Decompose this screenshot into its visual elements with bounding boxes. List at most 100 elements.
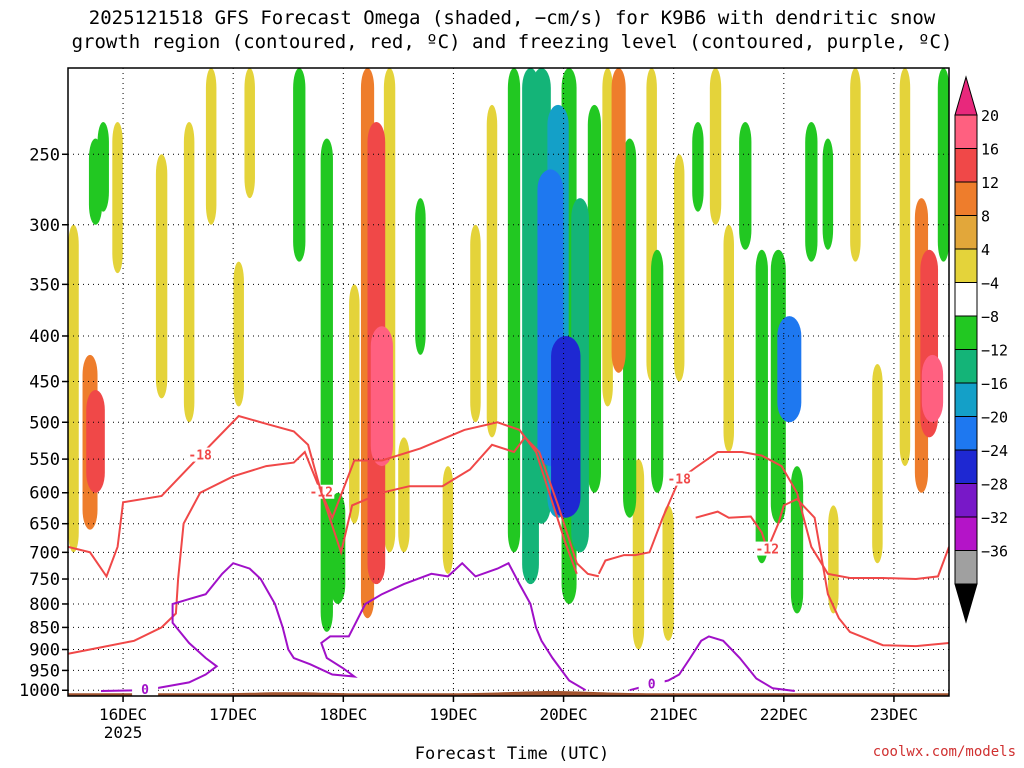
omega-cell [398, 437, 410, 553]
contour-label-bg [132, 682, 159, 696]
omega-cell [673, 154, 685, 382]
y-tick-label: 900 [29, 641, 60, 661]
x-tick-sublabel: 2025 [104, 723, 143, 742]
omega-cell [739, 122, 752, 250]
omega-cell [822, 138, 834, 250]
contour-label-bg [187, 447, 214, 462]
contour-label: -18 [667, 473, 691, 488]
omega-cell [86, 390, 105, 493]
omega-cell [349, 284, 360, 524]
y-tick-label: 300 [29, 216, 60, 236]
omega-cell [383, 68, 396, 553]
omega-cell [777, 316, 802, 423]
omega-cell [183, 122, 195, 423]
contour-line [597, 451, 949, 581]
omega-cell [899, 68, 911, 467]
colorbar-label: 12 [981, 174, 999, 192]
omega-cell [233, 261, 244, 407]
y-tick-label: 500 [29, 413, 60, 433]
colorbar-bottom-arrow [954, 583, 978, 624]
y-tick-label: 650 [29, 515, 60, 535]
x-tick-label: 19DEC [429, 705, 477, 724]
omega-cell [486, 104, 498, 438]
omega-cell [755, 249, 768, 564]
omega-cell [805, 122, 818, 262]
omega-cell [921, 354, 944, 423]
x-tick-label: 23DEC [870, 705, 918, 724]
colorbar-label: 8 [981, 208, 990, 226]
colorbar-swatch [954, 215, 978, 250]
contour-label: -18 [188, 449, 212, 464]
chart-title-line1: 2025121518 GFS Forecast Omega (shaded, −… [88, 7, 936, 29]
omega-cell [611, 68, 626, 373]
colorbar-swatch [954, 550, 978, 585]
omega-cell [937, 68, 949, 262]
x-tick-label: 16DEC [99, 705, 147, 724]
omega-cell [293, 68, 306, 262]
omega-cell [507, 68, 521, 553]
colorbar-swatch [954, 148, 978, 183]
y-tick-label: 850 [29, 618, 60, 638]
colorbar-swatch [954, 349, 978, 384]
omega-cell [68, 224, 79, 553]
watermark: coolwx.com/models [872, 744, 1016, 760]
omega-cell [692, 122, 704, 212]
colorbar-label: −12 [981, 342, 1008, 360]
colorbar-label: −24 [981, 442, 1008, 460]
colorbar-swatch [954, 315, 978, 350]
omega-shading [68, 68, 949, 650]
x-tick-label: 18DEC [319, 705, 367, 724]
omega-cell [370, 326, 393, 467]
colorbar-label: −16 [981, 375, 1008, 393]
omega-cell [662, 505, 674, 641]
colorbar-label: 16 [981, 141, 999, 159]
omega-cell [872, 363, 883, 564]
colorbar-swatch [954, 516, 978, 551]
omega-cell [244, 68, 255, 199]
omega-cell [623, 138, 637, 518]
contour-label-bg [666, 471, 693, 486]
colorbar: 20 16 12 8 4 −4 −8 −12 −16 −20 −24 −28 −32 −36 [954, 75, 1008, 624]
y-tick-label: 800 [29, 595, 60, 615]
omega-cell [155, 154, 168, 399]
colorbar-label: −28 [981, 476, 1008, 494]
contour-label: 0 [141, 683, 149, 698]
y-tick-label: 950 [29, 661, 60, 681]
contour-label-bg [638, 676, 665, 691]
colorbar-swatch [954, 248, 978, 283]
contour-line [629, 635, 795, 692]
omega-cell [470, 224, 481, 423]
contour-label-bg [754, 541, 781, 556]
y-tick-label: 700 [29, 543, 60, 563]
colorbar-label: −20 [981, 409, 1008, 427]
omega-cell [330, 492, 346, 604]
y-tick-label: 350 [29, 275, 60, 295]
omega-cell [551, 335, 581, 518]
colorbar-swatch [954, 382, 978, 417]
colorbar-swatch [954, 449, 978, 484]
colorbar-label: −36 [981, 543, 1008, 561]
omega-cell [415, 198, 426, 355]
contour-line [100, 561, 587, 692]
omega-cell [850, 68, 861, 262]
x-tick-label: 20DEC [539, 705, 587, 724]
colorbar-swatch [954, 282, 978, 317]
omega-cell [587, 104, 601, 493]
colorbar-label: −32 [981, 509, 1008, 527]
omega-cell [112, 122, 123, 274]
omega-cell [205, 68, 217, 225]
contour-label: 0 [648, 677, 656, 692]
y-tick-label: 450 [29, 373, 60, 393]
x-tick-label: 21DEC [650, 705, 698, 724]
y-axis: 250 300 350 400 450 500 550 600 650 700 750 800 850 9… [19, 145, 68, 701]
omega-cell [602, 68, 613, 407]
y-tick-label: 250 [29, 145, 60, 165]
omega-cell [442, 466, 454, 574]
colorbar-label: 20 [981, 107, 999, 125]
colorbar-swatch [954, 483, 978, 518]
omega-cell [790, 466, 804, 614]
colorbar-label: 4 [981, 241, 990, 259]
y-tick-label: 750 [29, 570, 60, 590]
grid-lines [68, 68, 949, 696]
